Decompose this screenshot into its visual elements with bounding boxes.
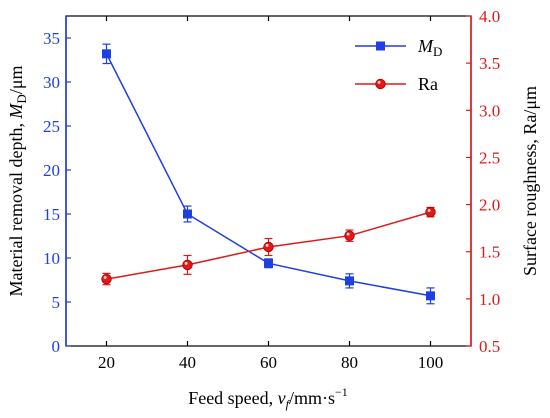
- y-right-tick-label: 1.5: [479, 243, 500, 262]
- x-tick-label: 60: [260, 353, 277, 372]
- data-point: [345, 276, 354, 286]
- bottom-axis: 20 40 60 80 100: [98, 16, 443, 372]
- x-tick-label: 20: [98, 353, 115, 372]
- y-right-axis-title: Surface roughness, Ra/μm: [520, 86, 540, 276]
- x-title-main: Feed speed,: [188, 388, 277, 408]
- x-tick-label: 80: [341, 353, 358, 372]
- series-m-d: [102, 43, 435, 305]
- legend-label-main: Ra: [418, 74, 438, 94]
- y-right-tick-label: 3.0: [479, 101, 500, 120]
- x-title-unit: /mm·s: [289, 388, 335, 408]
- data-point: [101, 273, 112, 285]
- data-point: [263, 241, 274, 253]
- data-point: [426, 291, 435, 301]
- y-right-tick-label: 4.0: [479, 7, 500, 26]
- series-ra: [101, 206, 436, 286]
- y-left-tick-label: 35: [43, 29, 60, 48]
- data-point: [183, 209, 192, 219]
- x-tick-label: 100: [418, 353, 444, 372]
- legend-label: MD: [417, 36, 442, 59]
- y-left-tick-label: 0: [52, 337, 61, 356]
- data-point: [182, 259, 193, 271]
- x-title-var: v: [278, 388, 286, 408]
- series-layer: [101, 43, 436, 305]
- x-axis-title: Feed speed, vf/mm·s−1: [188, 385, 348, 411]
- data-point-highlight: [265, 243, 269, 247]
- y-right-tick-label: 0.5: [479, 337, 500, 356]
- data-point-highlight: [103, 275, 107, 279]
- y-left-tick-label: 15: [43, 205, 60, 224]
- legend-label-sub: D: [433, 44, 442, 59]
- y-left-tick-label: 10: [43, 249, 60, 268]
- data-point-highlight: [346, 232, 350, 236]
- y-right-title-main: Surface roughness, Ra/μm: [520, 86, 540, 276]
- data-point-highlight: [184, 261, 188, 265]
- y-left-tick-label: 25: [43, 117, 60, 136]
- y-left-tick-label: 30: [43, 73, 60, 92]
- y-left-tick-label: 20: [43, 161, 60, 180]
- legend-label-main: M: [417, 36, 434, 56]
- y-left-title-unit: /μm: [6, 66, 26, 95]
- legend-label: Ra: [418, 74, 438, 94]
- data-point: [425, 206, 436, 218]
- y-left-title-main: Material removal depth,: [6, 119, 26, 297]
- y-right-tick-label: 2.5: [479, 148, 500, 167]
- x-tick-label: 40: [179, 353, 196, 372]
- x-title-sub: f: [286, 397, 291, 411]
- right-axis: 0.5 1.0 1.5 2.0 2.5 3.0 3.5 4.0: [466, 7, 500, 356]
- data-point-highlight: [427, 209, 431, 213]
- x-title-sup: −1: [335, 385, 348, 399]
- y-left-title-sub: D: [14, 94, 29, 103]
- y-left-tick-label: 5: [52, 293, 61, 312]
- data-point: [264, 258, 273, 268]
- y-left-title-var: M: [6, 103, 26, 120]
- y-left-axis-title: Material removal depth, MD/μm: [6, 66, 29, 297]
- data-point: [102, 49, 111, 59]
- y-right-tick-label: 2.0: [479, 196, 500, 215]
- legend-marker-highlight: [377, 80, 381, 84]
- plot-frame: [65, 15, 472, 347]
- y-right-tick-label: 1.0: [479, 290, 500, 309]
- y-right-tick-label: 3.5: [479, 54, 500, 73]
- legend: MD Ra: [355, 36, 442, 94]
- data-point: [344, 230, 355, 241]
- legend-marker: [375, 78, 386, 90]
- legend-marker: [376, 41, 385, 51]
- left-axis: 0 5 10 15 20 25 30 35: [43, 16, 71, 356]
